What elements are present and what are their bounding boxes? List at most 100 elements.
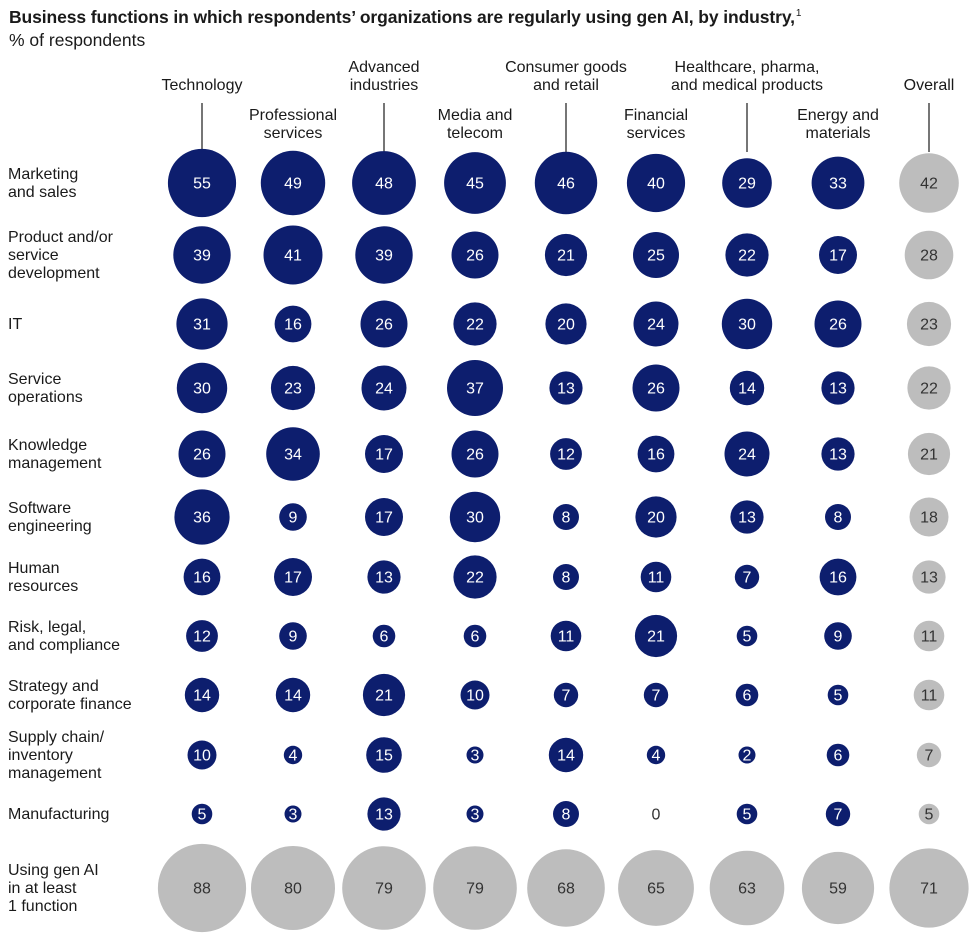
- row-label-line: IT: [8, 316, 22, 333]
- bubble-knowledge-management-professional-services: [266, 427, 320, 481]
- bubble-value: 8: [562, 570, 571, 587]
- bubble-value: 7: [925, 748, 934, 765]
- bubble-using-gen-ai-in-at-least-1-function-consumer-goods-and-retail: [527, 849, 605, 927]
- bubble-value: 18: [920, 510, 938, 527]
- column-header-line: services: [627, 125, 686, 142]
- bubble-value: 10: [466, 688, 484, 705]
- bubble-using-gen-ai-in-at-least-1-function-overall: [889, 848, 969, 928]
- bubble-software-engineering-healthcare-pharma-and-medical-products: [730, 500, 764, 534]
- row-label-line: corporate finance: [8, 696, 132, 713]
- row-label-line: service: [8, 247, 59, 264]
- row-label-line: Marketing: [8, 166, 78, 183]
- column-header-line: and medical products: [671, 77, 823, 94]
- bubble-value: 36: [193, 510, 211, 527]
- row-label-line: inventory: [8, 747, 73, 764]
- bubble-value: 21: [920, 447, 938, 464]
- bubble-manufacturing-technology: [191, 803, 213, 825]
- bubble-value: 26: [466, 447, 484, 464]
- row-label-line: Risk, legal,: [8, 619, 86, 636]
- bubble-using-gen-ai-in-at-least-1-function-technology: [157, 843, 247, 933]
- bubble-using-gen-ai-in-at-least-1-function-media-and-telecom: [433, 846, 517, 930]
- column-header-line: Financial: [624, 107, 688, 124]
- row-label-line: in at least: [8, 880, 77, 897]
- bubble-value: 8: [562, 510, 571, 527]
- bubble-product-and-or-service-development-advanced-industries: [355, 226, 413, 284]
- bubble-value: 13: [738, 510, 756, 527]
- bubble-it-healthcare-pharma-and-medical-products: [721, 298, 773, 350]
- row-label-risk-legal-and-compliance: Risk, legal,and compliance: [8, 619, 120, 654]
- bubble-manufacturing-healthcare-pharma-and-medical-products: [736, 803, 758, 825]
- bubble-value: 13: [920, 570, 938, 587]
- bubble-it-media-and-telecom: [453, 302, 497, 346]
- bubble-supply-chain-inventory-management-financial-services: [646, 745, 666, 765]
- bubble-value: 8: [834, 510, 843, 527]
- bubble-value: 26: [829, 317, 847, 334]
- bubble-value: 48: [375, 176, 393, 193]
- bubble-product-and-or-service-development-energy-and-materials: [819, 236, 857, 274]
- bubble-service-operations-healthcare-pharma-and-medical-products: [729, 370, 765, 406]
- bubble-value: 79: [375, 881, 393, 898]
- bubble-value: 6: [380, 629, 389, 646]
- bubble-human-resources-advanced-industries: [367, 560, 401, 594]
- bubble-software-engineering-energy-and-materials: [825, 504, 851, 530]
- bubble-value: 42: [920, 176, 938, 193]
- bubble-supply-chain-inventory-management-technology: [187, 740, 217, 770]
- row-label-manufacturing: Manufacturing: [8, 806, 109, 823]
- bubble-value: 68: [557, 881, 575, 898]
- bubble-product-and-or-service-development-financial-services: [633, 232, 679, 278]
- row-label-line: and compliance: [8, 637, 120, 654]
- bubble-supply-chain-inventory-management-advanced-industries: [366, 737, 402, 773]
- bubble-value: 3: [289, 807, 298, 824]
- bubble-value: 8: [562, 807, 571, 824]
- bubble-value: 11: [648, 570, 665, 587]
- column-header-line: Overall: [904, 77, 955, 94]
- bubble-service-operations-financial-services: [632, 364, 680, 412]
- bubble-product-and-or-service-development-professional-services: [263, 225, 323, 285]
- column-header-line: Energy and: [797, 107, 879, 124]
- bubble-marketing-and-sales-media-and-telecom: [444, 152, 506, 214]
- row-label-line: Knowledge: [8, 437, 87, 454]
- bubble-software-engineering-professional-services: [279, 503, 307, 531]
- bubble-value: 49: [284, 176, 302, 193]
- bubble-value: 14: [557, 748, 575, 765]
- row-label-line: Product and/or: [8, 229, 114, 246]
- bubble-human-resources-overall: [912, 560, 946, 594]
- bubble-marketing-and-sales-advanced-industries: [352, 151, 416, 215]
- bubble-value: 14: [284, 688, 302, 705]
- bubble-human-resources-energy-and-materials: [819, 558, 857, 596]
- bubble-value: 5: [743, 807, 752, 824]
- bubble-value: 59: [829, 881, 847, 898]
- row-label-line: and sales: [8, 184, 77, 201]
- bubble-knowledge-management-media-and-telecom: [451, 430, 499, 478]
- bubble-using-gen-ai-in-at-least-1-function-professional-services: [251, 846, 335, 930]
- bubble-marketing-and-sales-technology: [167, 148, 237, 218]
- bubble-value: 24: [738, 447, 756, 464]
- bubble-value: 6: [743, 688, 752, 705]
- row-label-line: operations: [8, 389, 83, 406]
- bubble-software-engineering-overall: [909, 497, 949, 537]
- bubble-value: 14: [193, 688, 211, 705]
- bubble-risk-legal-and-compliance-overall: [913, 620, 945, 652]
- bubble-manufacturing-overall: [918, 803, 940, 825]
- bubble-service-operations-overall: [907, 366, 951, 410]
- bubble-value: 17: [375, 510, 393, 527]
- row-label-line: resources: [8, 578, 78, 595]
- bubble-value: 11: [921, 688, 938, 705]
- bubble-value: 39: [193, 248, 211, 265]
- bubble-using-gen-ai-in-at-least-1-function-financial-services: [618, 850, 694, 926]
- bubble-strategy-and-corporate-finance-advanced-industries: [362, 673, 406, 717]
- row-label-line: management: [8, 765, 102, 782]
- bubble-manufacturing-advanced-industries: [367, 797, 401, 831]
- bubble-knowledge-management-consumer-goods-and-retail: [550, 438, 582, 470]
- column-header-line: services: [264, 125, 323, 142]
- bubble-it-financial-services: [633, 301, 679, 347]
- bubble-risk-legal-and-compliance-professional-services: [279, 622, 307, 650]
